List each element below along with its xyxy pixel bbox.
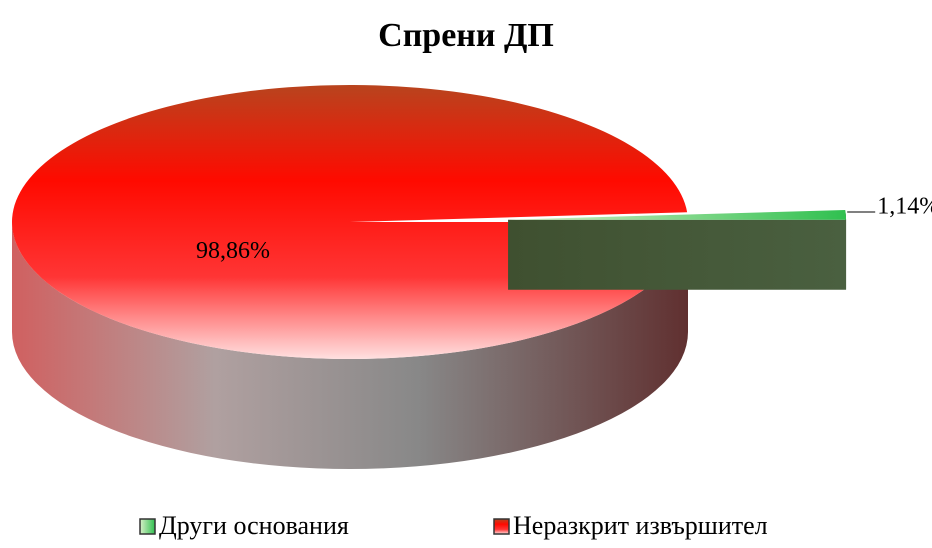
slice-side: [508, 219, 847, 290]
legend-swatch: [493, 518, 510, 535]
slice: [508, 209, 847, 220]
data-label: 98,86%: [196, 238, 270, 264]
slice-side: [12, 222, 688, 469]
pie: 1,14% 98,86%: [11, 84, 932, 469]
chart-title: Спрени ДП: [378, 17, 554, 54]
legend: Други основания Неразкрит извършител: [139, 511, 768, 540]
legend-label: Неразкрит извършител: [513, 511, 768, 540]
legend-swatch: [139, 518, 156, 535]
slice-side: [845, 209, 847, 290]
legend-label: Други основания: [159, 511, 349, 540]
slice: [11, 84, 689, 359]
data-label: 1,14%: [877, 193, 932, 219]
